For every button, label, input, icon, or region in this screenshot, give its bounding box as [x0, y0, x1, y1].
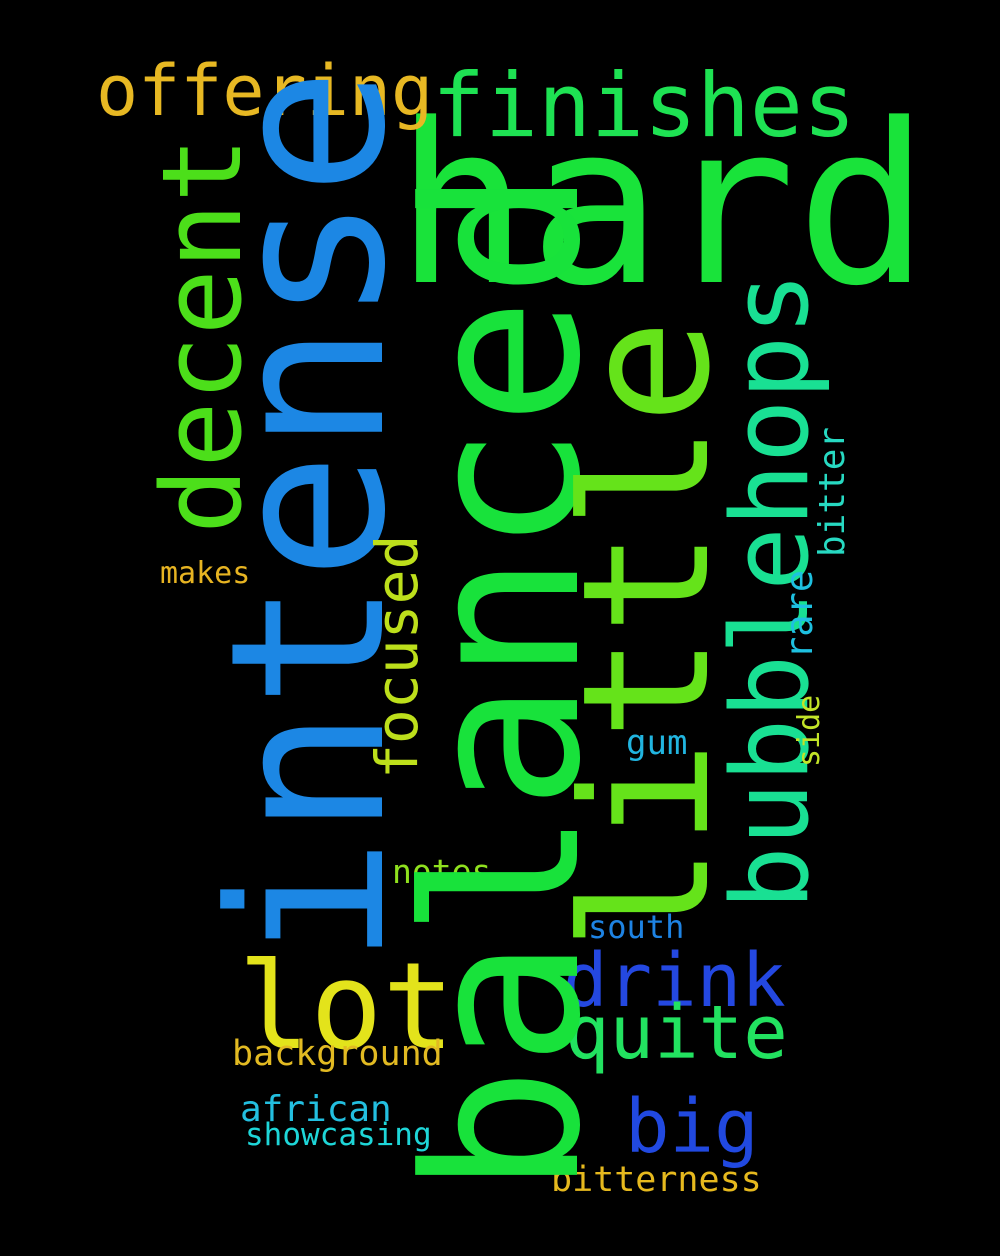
word-notes: notes — [392, 852, 492, 891]
word-drink: drink — [563, 938, 786, 1024]
word-makes: makes — [160, 556, 251, 591]
word-focused: focused — [363, 534, 431, 779]
word-bitter: bitter — [812, 426, 853, 557]
word-finishes: finishes — [432, 54, 856, 157]
word-quite: quite — [565, 990, 788, 1076]
word-south: south — [588, 908, 685, 946]
word-background: background — [232, 1034, 443, 1074]
word-bitterness: bitterness — [551, 1160, 762, 1200]
word-big: big — [625, 1084, 759, 1170]
word-african: african — [240, 1089, 392, 1130]
word-rare: rare — [778, 569, 821, 659]
word-offering: offering — [96, 50, 434, 132]
word-lot: lot — [238, 938, 455, 1077]
word-gum: gum — [626, 723, 688, 763]
word-showcasing: showcasing — [245, 1117, 432, 1153]
word-hard: hard — [395, 77, 930, 335]
word-decent: decent — [138, 136, 266, 534]
word-side: side — [792, 694, 827, 767]
